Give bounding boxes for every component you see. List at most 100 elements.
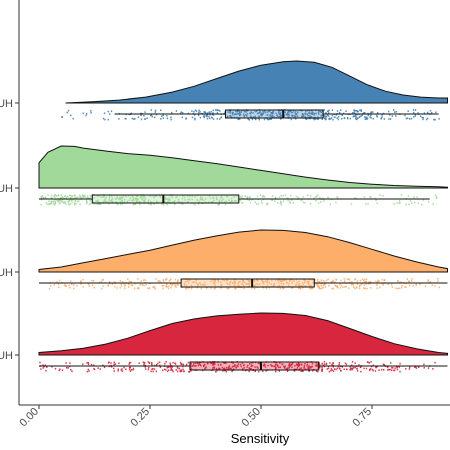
- data-point: [154, 111, 156, 113]
- data-point: [378, 369, 380, 371]
- data-point: [266, 281, 268, 284]
- data-point: [73, 202, 76, 204]
- data-point: [238, 114, 241, 117]
- data-point: [86, 200, 88, 203]
- data-point: [278, 370, 280, 372]
- data-point: [249, 201, 252, 204]
- data-point: [181, 116, 183, 119]
- data-point: [96, 195, 99, 197]
- data-point: [104, 118, 106, 121]
- data-point: [285, 278, 287, 281]
- data-point: [97, 201, 100, 203]
- data-point: [379, 286, 381, 289]
- data-point: [421, 203, 423, 206]
- data-point: [323, 280, 325, 282]
- data-point: [175, 196, 177, 199]
- data-point: [130, 112, 132, 115]
- data-point: [262, 282, 264, 284]
- data-point: [57, 286, 60, 289]
- data-point: [417, 112, 419, 114]
- data-point: [203, 116, 206, 119]
- data-point: [214, 282, 216, 284]
- data-point: [426, 111, 429, 114]
- data-point: [116, 287, 118, 289]
- data-point: [190, 365, 192, 367]
- data-point: [173, 203, 176, 206]
- data-point: [64, 285, 66, 287]
- data-point: [100, 196, 102, 198]
- data-point: [298, 363, 300, 365]
- data-point: [198, 202, 200, 205]
- data-point: [272, 115, 274, 118]
- data-point: [367, 114, 369, 117]
- data-point: [324, 115, 327, 118]
- data-point: [102, 196, 104, 198]
- data-point: [306, 194, 309, 197]
- data-point: [315, 118, 317, 120]
- data-point: [353, 278, 356, 281]
- data-point: [330, 368, 332, 370]
- data-point: [309, 284, 311, 287]
- data-point: [233, 368, 235, 370]
- data-point: [288, 282, 290, 285]
- data-point: [220, 286, 222, 289]
- data-point: [353, 111, 355, 113]
- data-point: [364, 281, 366, 283]
- data-point: [302, 113, 304, 115]
- data-point: [317, 202, 320, 204]
- data-point: [391, 115, 394, 117]
- data-point: [136, 201, 139, 204]
- data-point: [415, 365, 417, 368]
- data-point: [354, 115, 356, 117]
- data-point: [363, 367, 365, 370]
- data-point: [234, 364, 236, 367]
- data-point: [101, 279, 103, 281]
- data-point: [345, 110, 347, 112]
- data-point: [182, 368, 184, 371]
- data-point: [376, 202, 378, 204]
- data-point: [335, 285, 337, 287]
- data-point: [253, 280, 255, 283]
- data-point: [150, 114, 152, 117]
- data-point: [286, 197, 289, 199]
- data-point: [56, 199, 58, 202]
- data-point: [364, 118, 366, 120]
- data-point: [143, 115, 145, 117]
- data-point: [274, 200, 276, 202]
- data-point: [288, 116, 290, 118]
- data-point: [167, 198, 169, 201]
- data-point: [48, 287, 51, 290]
- data-point: [154, 288, 156, 290]
- data-point: [323, 109, 325, 111]
- data-point: [267, 203, 269, 205]
- data-point: [310, 287, 313, 290]
- data-point: [258, 116, 260, 118]
- data-point: [168, 366, 170, 368]
- data-point: [282, 200, 285, 203]
- data-point: [289, 202, 291, 204]
- data-point: [215, 371, 217, 373]
- data-point: [291, 114, 293, 117]
- data-point: [277, 202, 279, 204]
- density-cloud: [38, 145, 448, 189]
- data-point: [183, 196, 186, 199]
- data-point: [59, 198, 61, 201]
- data-point: [288, 363, 291, 365]
- data-point: [374, 370, 377, 372]
- data-point: [213, 287, 216, 290]
- data-point: [57, 194, 59, 196]
- data-point: [61, 116, 64, 118]
- data-point: [367, 283, 370, 285]
- data-point: [315, 282, 317, 285]
- data-point: [98, 203, 101, 205]
- data-point: [130, 369, 133, 371]
- data-point: [254, 370, 256, 373]
- data-point: [285, 368, 287, 370]
- data-point: [352, 366, 355, 369]
- data-point: [158, 361, 161, 363]
- data-point: [281, 280, 283, 282]
- data-point: [274, 368, 277, 370]
- data-point: [264, 366, 267, 368]
- data-point: [437, 280, 439, 282]
- data-point: [417, 202, 420, 204]
